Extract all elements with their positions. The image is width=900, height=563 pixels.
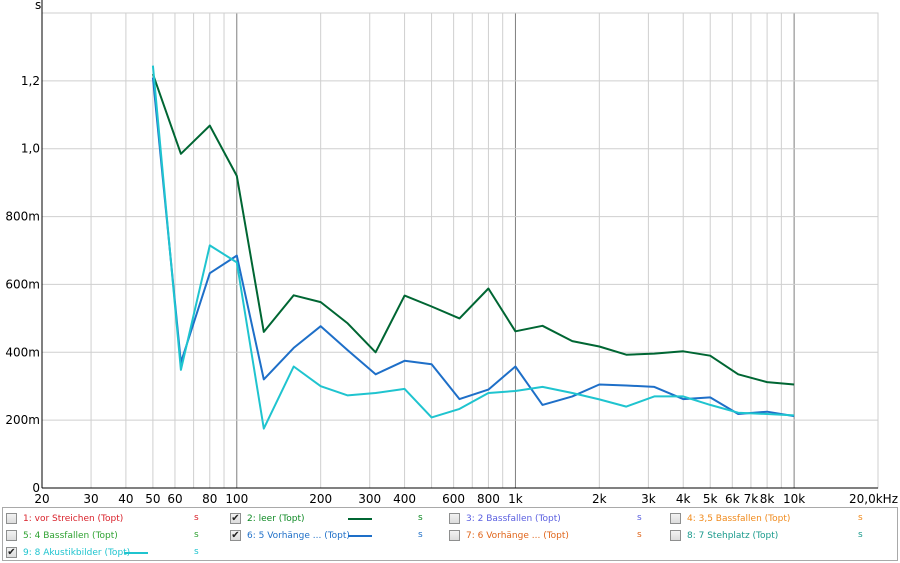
- x-tick-label: 4k: [676, 492, 691, 505]
- legend-item: 3: 2 Bassfallen (Topt): [449, 510, 561, 527]
- y-tick-label: 800m: [5, 210, 40, 224]
- legend-checkbox[interactable]: ✔: [230, 512, 241, 524]
- y-tick-label: 0: [32, 481, 40, 495]
- x-tick-label: 100: [225, 492, 248, 505]
- legend-unit: s: [858, 513, 863, 523]
- legend-label: 8: 7 Stehplatz (Topt): [687, 530, 779, 541]
- legend-checkbox[interactable]: [6, 513, 17, 524]
- x-tick-label: 20: [34, 492, 49, 505]
- x-tick-label: 600: [442, 492, 465, 505]
- y-axis-unit: s: [35, 0, 41, 12]
- x-tick-label: 60: [167, 492, 182, 505]
- plot-frame: [41, 12, 879, 489]
- x-tick-label: 50: [145, 492, 160, 505]
- x-tick-label: 80: [202, 492, 217, 505]
- x-tick-label: 1k: [508, 492, 523, 505]
- x-tick-label: 6k: [725, 492, 740, 505]
- legend-swatch-line: [124, 552, 148, 554]
- x-tick-labels: 20 30 40 50 60 80 100 200 300 400 600 800 1k 2k 3k 4k 5k…: [34, 492, 898, 505]
- legend-unit: s: [418, 530, 423, 540]
- legend-panel: 1: vor Streichen (Topt) s ✔ 2: leer (Topt) s…: [2, 507, 898, 561]
- legend-checkbox[interactable]: [449, 513, 460, 524]
- y-tick-label: 600m: [5, 277, 40, 291]
- legend-checkbox[interactable]: ✔: [230, 529, 241, 541]
- x-tick-label: 3k: [641, 492, 656, 505]
- legend-label: 3: 2 Bassfallen (Topt): [466, 513, 561, 524]
- legend-unit: s: [194, 513, 199, 523]
- x-tick-label: 2k: [592, 492, 607, 505]
- y-tick-label: 200m: [5, 413, 40, 427]
- legend-item: 8: 7 Stehplatz (Topt): [670, 527, 778, 544]
- legend-swatch-line: [348, 535, 372, 537]
- legend-label: 7: 6 Vorhänge ... (Topt): [466, 530, 569, 541]
- legend-unit: s: [194, 547, 199, 557]
- x-tick-label: 40: [118, 492, 133, 505]
- legend-item: 1: vor Streichen (Topt): [6, 510, 123, 527]
- y-tick-label: 1,0: [21, 142, 40, 156]
- legend-unit: s: [637, 513, 642, 523]
- rt60-chart: 20 30 40 50 60 80 100 200 300 400 600 800 1k 2k 3k 4k 5k…: [5, 0, 898, 505]
- x-tick-label: 7k: [744, 492, 759, 505]
- data-series: [151, 65, 795, 430]
- legend-label: 5: 4 Bassfallen (Topt): [23, 530, 118, 541]
- y-tick-labels: 0 200m 400m 600m 800m 1,0 1,2: [5, 74, 40, 495]
- x-tick-label: 8k: [760, 492, 775, 505]
- legend-unit: s: [194, 530, 199, 540]
- y-tick-label: 1,2: [21, 74, 40, 88]
- x-tick-label: 300: [358, 492, 381, 505]
- legend-label: 6: 5 Vorhänge ... (Topt): [247, 530, 350, 541]
- x-tick-label: 400: [393, 492, 416, 505]
- x-tick-label: 200: [309, 492, 332, 505]
- legend-item: 4: 3,5 Bassfallen (Topt): [670, 510, 790, 527]
- legend-item: ✔ 6: 5 Vorhänge ... (Topt): [230, 527, 350, 544]
- axes: [41, 0, 879, 489]
- legend-unit: s: [418, 513, 423, 523]
- legend-label: 9: 8 Akustikbilder (Topt): [23, 547, 131, 558]
- legend-unit: s: [858, 530, 863, 540]
- series-line-1: [151, 73, 795, 386]
- legend-label: 4: 3,5 Bassfallen (Topt): [687, 513, 791, 524]
- x-tick-label: 30: [83, 492, 98, 505]
- legend-item: 5: 4 Bassfallen (Topt): [6, 527, 118, 544]
- legend-checkbox[interactable]: [670, 513, 681, 524]
- legend-checkbox[interactable]: [449, 530, 460, 541]
- legend-label: 2: leer (Topt): [247, 513, 305, 524]
- legend-item: ✔ 9: 8 Akustikbilder (Topt): [6, 544, 130, 561]
- legend-checkbox[interactable]: [670, 530, 681, 541]
- y-tick-label: 400m: [5, 345, 40, 359]
- legend-swatch-line: [348, 518, 372, 520]
- x-tick-label: 10k: [783, 492, 805, 505]
- legend-item: ✔ 2: leer (Topt): [230, 510, 305, 527]
- grid-lines: [42, 12, 878, 488]
- legend-label: 1: vor Streichen (Topt): [23, 513, 124, 524]
- series-line-3: [151, 65, 795, 430]
- legend-checkbox[interactable]: ✔: [6, 546, 17, 558]
- x-tick-label: 800: [477, 492, 500, 505]
- legend-unit: s: [637, 530, 642, 540]
- legend-item: 7: 6 Vorhänge ... (Topt): [449, 527, 569, 544]
- legend-checkbox[interactable]: [6, 530, 17, 541]
- x-tick-label: 20,0kHz: [849, 492, 898, 505]
- x-tick-label: 5k: [703, 492, 718, 505]
